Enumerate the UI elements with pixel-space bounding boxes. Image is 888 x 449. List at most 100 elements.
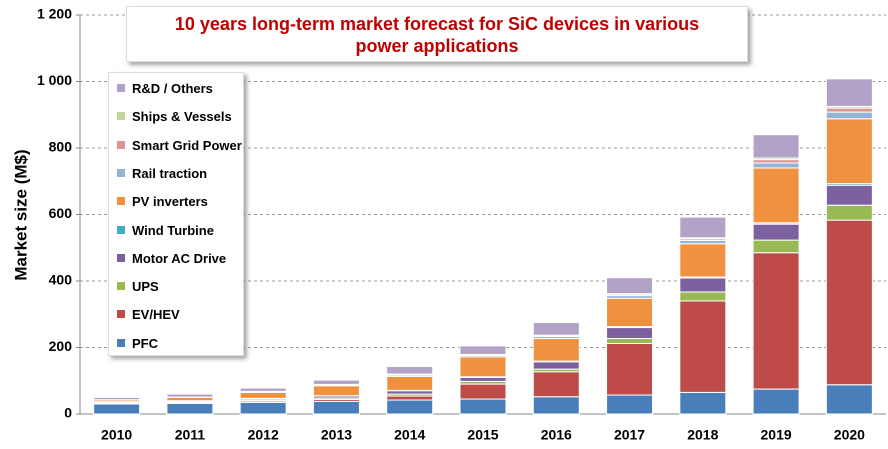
bar-segment [459,383,507,400]
y-tick-label: 800 [49,139,73,155]
legend-item: Motor AC Drive [117,251,226,266]
legend-item: Rail traction [117,166,207,181]
legend-label: PFC [132,335,158,351]
x-tick-label: 2017 [614,427,645,443]
bar-segment [532,338,580,362]
bar-segment [752,223,800,241]
bar-segment [825,107,873,113]
bar-segment [825,78,873,107]
x-tick-label: 2012 [248,427,279,443]
bar-segment [752,134,800,159]
bar-segment [825,111,873,120]
bar-segment [386,365,434,375]
bar-segment [386,399,434,415]
legend-item: Wind Turbine [117,223,214,238]
legend-swatch [117,84,125,92]
bar-segment [606,277,654,295]
bar-segment [93,396,141,401]
legend-swatch [117,140,125,149]
legend-label: EV/HEV [132,307,180,323]
bar-segment [166,402,214,415]
legend-swatch [117,253,125,262]
bar-segment [606,343,654,396]
legend-item: PFC [117,336,158,351]
y-tick-label: 0 [64,405,72,421]
legend-swatch [117,168,125,177]
bar-segment [532,322,580,336]
x-tick-label: 2010 [101,427,132,443]
bar-segment [239,387,287,392]
legend-item: Smart Grid Power [117,138,242,153]
x-tick-label: 2020 [834,427,865,443]
bar-segment [532,396,580,415]
legend-swatch [117,112,125,121]
legend-item: UPS [117,279,159,294]
x-tick-label: 2018 [687,427,718,443]
legend-label: Wind Turbine [132,222,214,238]
bar-segment [532,371,580,398]
bar-segment [606,338,654,345]
bar-segment [459,376,507,382]
bar-segment [825,204,873,221]
legend-swatch [117,310,125,319]
bar-segment [752,239,800,254]
x-tick-label: 2011 [175,427,206,443]
legend-label: Motor AC Drive [132,250,227,266]
bar-segment [679,391,727,415]
x-tick-label: 2015 [467,427,498,443]
legend-label: PV inverters [132,194,208,210]
bar-segment [679,243,727,278]
legend-label: Rail traction [132,165,208,181]
y-tick-label: 600 [49,205,73,221]
legend-item: PV inverters [117,194,208,209]
bar-segment [752,252,800,390]
legend-label: Smart Grid Power [132,137,242,153]
legend-label: UPS [132,279,159,295]
bar-segment [239,401,287,415]
y-tick-label: 1 000 [37,72,72,88]
legend-label: R&D / Others [132,81,213,96]
bar-segment [825,219,873,386]
bar-segment [459,356,507,378]
bar-segment [459,345,507,355]
bar-segment [752,388,800,415]
bar-segment [532,361,580,370]
x-tick-label: 2013 [321,427,352,443]
bar-segment [679,277,727,293]
bar-segment [386,395,434,401]
bar-segment [679,216,727,239]
bar-segment [679,300,727,393]
legend-label: Ships & Vessels [132,109,232,125]
y-tick-label: 400 [49,272,73,288]
bar-segment [825,384,873,415]
bar-segment [312,385,360,397]
bar-segment [606,297,654,328]
x-tick-label: 2019 [761,427,792,443]
bar-segment [752,167,800,224]
legend-swatch [117,225,125,234]
legend: PFC EV/HEV UPS Motor AC Drive Wind Turbine PV… [108,72,244,356]
bar-segment [825,118,873,185]
bar-segment [166,393,214,398]
bar-segment [825,184,873,206]
bar-segment [312,379,360,385]
bar-segment [606,394,654,415]
bar-segment [752,162,800,169]
legend-swatch [117,197,125,206]
y-tick-label: 1 200 [37,6,72,22]
legend-item: R&D / Others [117,81,213,96]
bar-segment [459,398,507,415]
bar-segment [386,375,434,391]
legend-swatch [117,338,125,347]
bar-segment [312,400,360,415]
bar-segment [679,291,727,302]
x-tick-label: 2014 [394,427,425,443]
legend-item: Ships & Vessels [117,109,232,124]
y-tick-label: 200 [49,338,73,354]
bar-segment [606,327,654,340]
bar-segment [239,391,287,399]
x-tick-label: 2016 [541,427,572,443]
bar-segment [93,403,141,415]
